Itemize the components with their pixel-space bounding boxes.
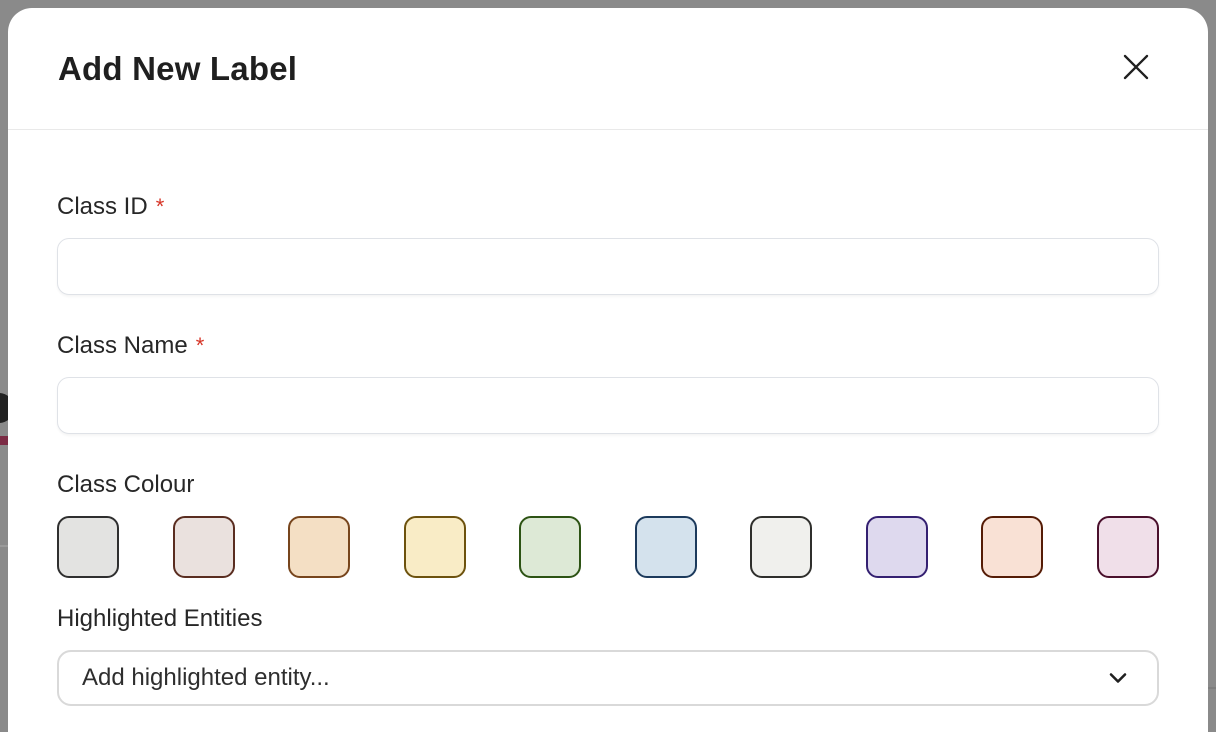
colour-swatch-grey[interactable] xyxy=(57,516,119,578)
class-colour-swatches xyxy=(57,516,1159,578)
required-asterisk: * xyxy=(155,194,165,219)
add-new-label-dialog: Add New Label Class ID * Class Name * Clas… xyxy=(8,8,1208,732)
colour-swatch-salmon[interactable] xyxy=(981,516,1044,578)
background-row-divider-artifact xyxy=(1208,687,1216,689)
colour-swatch-green[interactable] xyxy=(519,516,582,578)
dialog-body: Class ID * Class Name * Class Colour Highl… xyxy=(8,130,1208,732)
chevron-down-icon xyxy=(1105,665,1131,691)
close-icon xyxy=(1121,52,1151,85)
highlighted-entities-label: Highlighted Entities xyxy=(57,605,263,632)
class-id-label: Class ID * xyxy=(57,193,165,220)
highlighted-entities-select[interactable]: Add highlighted entity... xyxy=(57,650,1159,706)
class-id-input[interactable] xyxy=(57,238,1159,295)
background-row-divider-artifact xyxy=(0,545,8,547)
dialog-header: Add New Label xyxy=(8,8,1208,130)
close-button[interactable] xyxy=(1116,49,1156,89)
class-name-label: Class Name * xyxy=(57,332,205,359)
select-placeholder: Add highlighted entity... xyxy=(82,664,330,691)
colour-swatch-rosewood[interactable] xyxy=(172,516,235,578)
required-asterisk: * xyxy=(195,333,205,358)
class-colour-label: Class Colour xyxy=(57,471,195,498)
colour-swatch-pink[interactable] xyxy=(1096,516,1159,578)
colour-swatch-cream[interactable] xyxy=(403,516,466,578)
background-accent-band-artifact xyxy=(0,436,8,445)
class-name-input[interactable] xyxy=(57,377,1159,434)
colour-swatch-lavender[interactable] xyxy=(865,516,928,578)
colour-swatch-peach[interactable] xyxy=(288,516,351,578)
colour-swatch-offwhite[interactable] xyxy=(750,516,813,578)
colour-swatch-blue[interactable] xyxy=(634,516,697,578)
dialog-title: Add New Label xyxy=(58,49,298,87)
